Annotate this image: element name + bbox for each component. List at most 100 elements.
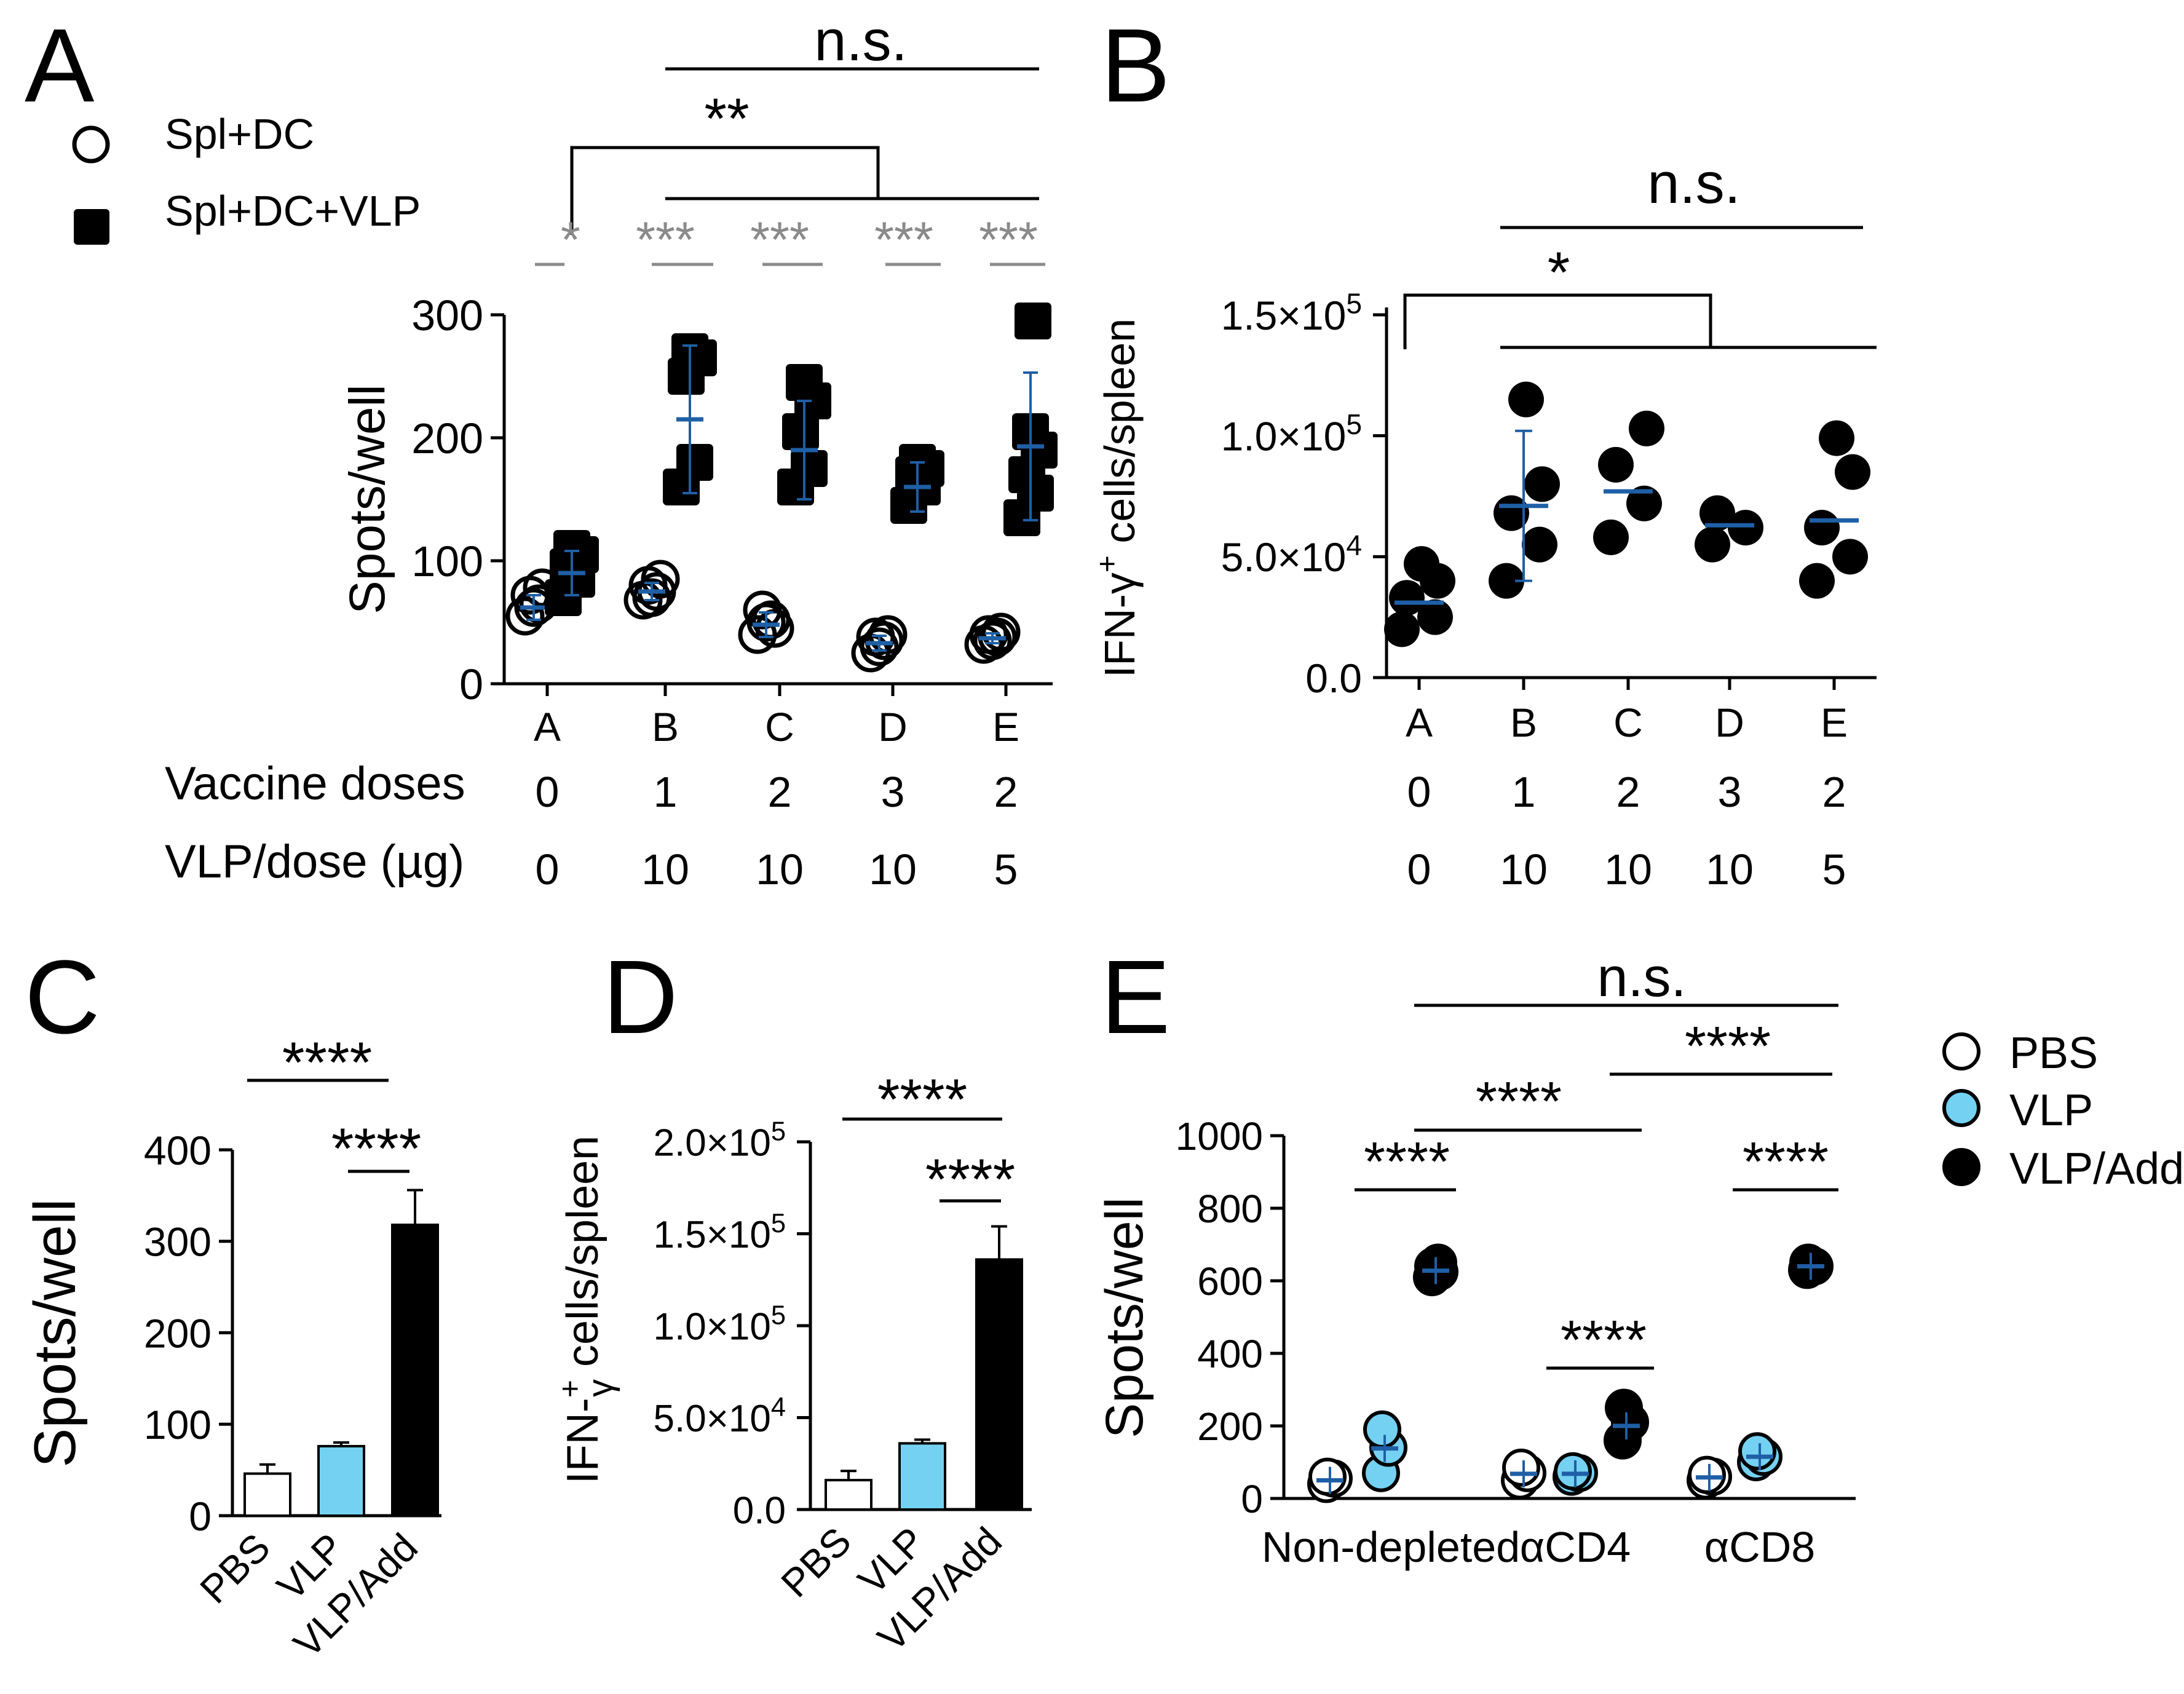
data-point-vlp bbox=[1554, 1452, 1592, 1490]
y-tick-label: 800 bbox=[1197, 1187, 1263, 1231]
y-tick-label: 1.5×105 bbox=[654, 1209, 786, 1256]
panel-d: D **** **** 0.0 5.0×104 1.0×105 1.5×105 2.0×… bbox=[553, 939, 1032, 1660]
table-cell: 10 bbox=[869, 845, 917, 893]
data-point-open-circle bbox=[868, 615, 908, 654]
y-tick-label: 100 bbox=[411, 537, 483, 585]
bar bbox=[317, 1444, 365, 1517]
x-tick-label: A bbox=[534, 704, 561, 750]
table-cell: 1 bbox=[1512, 768, 1536, 816]
y-tick-label: 0.0 bbox=[733, 1489, 786, 1532]
bar bbox=[243, 1472, 291, 1517]
legend-open-circle-marker bbox=[72, 125, 110, 164]
data-point bbox=[1489, 563, 1524, 599]
data-point bbox=[1629, 410, 1664, 446]
data-point bbox=[1384, 611, 1420, 647]
row-label-vaccine-doses: Vaccine doses bbox=[165, 758, 465, 810]
data-point-filled-square bbox=[782, 413, 819, 450]
y-tick-label: 300 bbox=[411, 291, 483, 339]
y-tick-label: 200 bbox=[144, 1310, 212, 1356]
data-point bbox=[1835, 454, 1870, 490]
data-point bbox=[1524, 466, 1560, 502]
data-point-vlp-add bbox=[1605, 1388, 1643, 1427]
data-point-open-circle bbox=[981, 612, 1021, 652]
data-point-vlp bbox=[1363, 1410, 1401, 1449]
data-point bbox=[1593, 519, 1629, 555]
y-tick-label: 0.0 bbox=[1305, 655, 1362, 701]
dose-table-b: 0 1 2 3 2 0 10 10 10 5 bbox=[1407, 768, 1846, 893]
y-ticks-a: 0 100 200 300 bbox=[411, 291, 504, 708]
legend-marker-vlp bbox=[1942, 1089, 1980, 1127]
x-categories-a: A B C D E bbox=[534, 684, 1019, 750]
legend-label-spl-dc-vlp: Spl+DC+VLP bbox=[165, 187, 421, 235]
sig-label-c-second: **** bbox=[331, 1116, 421, 1181]
table-cell: 10 bbox=[1500, 845, 1548, 893]
legend-e: PBS VLP VLP/Add bbox=[1942, 1029, 2184, 1193]
x-tick-label: D bbox=[878, 704, 908, 750]
dose-table-a: 0 1 2 3 2 0 10 10 10 5 bbox=[536, 768, 1018, 893]
y-tick-label: 1.5×105 bbox=[1221, 287, 1362, 338]
data-point bbox=[1404, 546, 1439, 582]
sig-label-e-1: **** bbox=[1364, 1131, 1450, 1193]
y-tick-label: 5.0×104 bbox=[1221, 529, 1362, 580]
table-cell: 10 bbox=[641, 845, 689, 893]
y-ticks-c: 0 100 200 300 400 bbox=[144, 1128, 232, 1539]
y-tick-label: 2.0×105 bbox=[654, 1117, 786, 1165]
y-axis-label-a: Spots/well bbox=[339, 384, 395, 614]
group-label-acd4: αCD4 bbox=[1520, 1523, 1631, 1571]
y-axis-label-e: Spots/well bbox=[1095, 1197, 1154, 1438]
table-cell: 3 bbox=[881, 768, 905, 816]
table-cell: 2 bbox=[1822, 768, 1846, 816]
bar bbox=[975, 1258, 1023, 1511]
data-point-pbs bbox=[1502, 1448, 1540, 1487]
table-cell: 10 bbox=[1604, 845, 1652, 893]
data-point bbox=[1728, 510, 1763, 546]
panel-letter-a: A bbox=[25, 7, 95, 124]
bar bbox=[825, 1479, 872, 1511]
single-star-bracket-b bbox=[1403, 293, 1712, 349]
y-tick-label: 1000 bbox=[1176, 1114, 1263, 1158]
table-cell: 10 bbox=[1706, 845, 1754, 893]
y-tick-label: 1.0×105 bbox=[1221, 408, 1362, 459]
panel-a: A Spl+DC Spl+DC+VLP n.s. ** * *** *** **… bbox=[25, 7, 1058, 893]
data-point-vlp bbox=[1738, 1432, 1776, 1471]
row-label-vlp-dose: VLP/dose (µg) bbox=[165, 836, 464, 888]
data-point bbox=[1389, 580, 1425, 616]
y-tick-label: 200 bbox=[411, 414, 483, 462]
data-point bbox=[1417, 599, 1453, 635]
ns-label-e: n.s. bbox=[1597, 947, 1686, 1008]
data-point-pbs bbox=[1688, 1455, 1726, 1494]
data-point-filled-square bbox=[786, 364, 823, 401]
panel-e: E n.s. **** **** **** **** **** 0 200 400 6… bbox=[1095, 939, 2184, 1571]
ns-label-b: n.s. bbox=[1647, 151, 1741, 215]
data-point bbox=[1508, 381, 1544, 418]
table-cell: 2 bbox=[768, 768, 792, 816]
legend-label-pbs: PBS bbox=[2009, 1029, 2098, 1078]
sig-label-e-5: **** bbox=[1685, 1016, 1771, 1077]
table-cell: 2 bbox=[994, 768, 1018, 816]
data-point bbox=[1695, 526, 1730, 563]
data-point bbox=[1819, 420, 1854, 456]
data-point-filled-square bbox=[676, 444, 713, 481]
grey-sig-b: *** bbox=[636, 212, 695, 268]
sig-label-d-top: **** bbox=[877, 1067, 967, 1131]
legend-a: Spl+DC Spl+DC+VLP bbox=[72, 110, 421, 245]
data-point-filled-square bbox=[553, 530, 590, 567]
data-point-open-circle bbox=[632, 578, 671, 617]
panel-c: C **** **** 0 100 200 300 400 Spots/well PBS… bbox=[22, 939, 441, 1666]
group-label-non-depleted: Non-depleted bbox=[1262, 1523, 1520, 1571]
y-axis-label-d: IFN-+γ cells/spleen bbox=[553, 1136, 620, 1484]
table-cell: 0 bbox=[536, 768, 560, 816]
y-tick-label: 400 bbox=[1197, 1332, 1263, 1376]
y-tick-label: 400 bbox=[144, 1128, 212, 1173]
panel-b: B n.s. * 0.0 5.0×104 1.0×105 1.5×105 IFN-γ+… bbox=[1091, 7, 1877, 893]
grey-sig-e: *** bbox=[979, 212, 1038, 268]
data-point-open-circle bbox=[973, 621, 1012, 660]
x-categories-b: A B C D E bbox=[1406, 678, 1848, 745]
double-star-bracket-a bbox=[570, 146, 880, 235]
data-point-filled-square bbox=[1015, 303, 1051, 339]
sig-label-d-second: **** bbox=[925, 1147, 1015, 1211]
legend-marker-pbs bbox=[1942, 1032, 1980, 1071]
panel-letter-d: D bbox=[603, 939, 678, 1056]
x-tick-label: B bbox=[1510, 700, 1537, 745]
